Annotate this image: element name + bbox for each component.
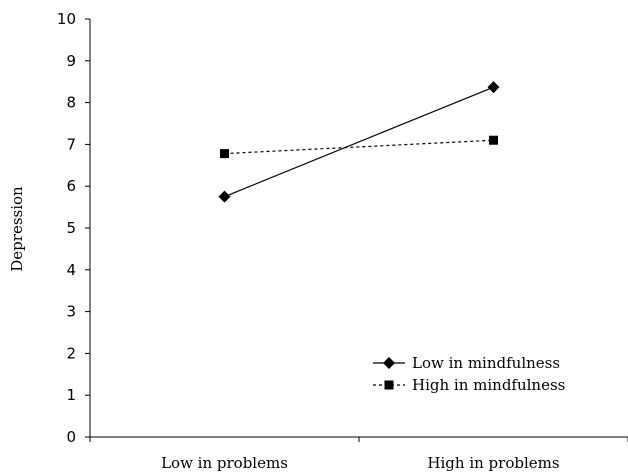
y-tick-label: 1 [66, 386, 76, 404]
legend-label: High in mindfulness [412, 376, 565, 394]
axes [89, 19, 628, 438]
y-tick-label: 10 [57, 10, 76, 28]
y-tick-label: 7 [66, 135, 76, 153]
series-layer [218, 81, 500, 203]
legend-label: Low in mindfulness [412, 354, 560, 372]
x-category-label: High in problems [427, 454, 559, 472]
series-1 [218, 81, 500, 203]
legend-item: High in mindfulness [373, 376, 565, 394]
y-tick-label: 2 [66, 344, 76, 362]
x-category-label: Low in problems [161, 454, 288, 472]
y-tick-label: 5 [66, 219, 76, 237]
data-point-diamond [218, 190, 231, 203]
y-tick-label: 4 [66, 261, 76, 279]
y-axis-title: Depression [8, 186, 26, 272]
y-tick-label: 0 [66, 428, 76, 446]
y-tick-label: 3 [66, 303, 76, 321]
y-tick-label: 6 [66, 177, 76, 195]
data-point-square [220, 149, 229, 159]
x-axis-ticks: Low in problems High in problems [89, 437, 628, 472]
legend-marker-diamond [383, 357, 395, 369]
series-line [224, 86, 494, 198]
y-tick-label: 9 [66, 52, 76, 70]
data-point-diamond [487, 81, 500, 94]
data-point-square [489, 135, 498, 145]
y-axis-ticks: 0 1 2 3 4 5 6 7 8 9 10 [57, 10, 90, 446]
y-tick-label: 8 [66, 94, 76, 112]
series-line [224, 139, 494, 155]
legend-marker-square [384, 380, 394, 390]
series-2 [220, 135, 498, 159]
legend-item: Low in mindfulness [373, 354, 560, 372]
legend: Low in mindfulness High in mindfulness [373, 354, 565, 394]
